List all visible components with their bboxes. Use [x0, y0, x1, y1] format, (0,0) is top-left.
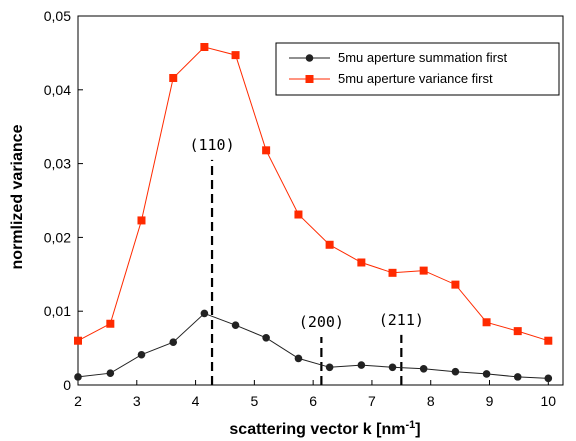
x-tick-label: 7	[368, 393, 376, 409]
x-axis-title-superscript: -1	[405, 419, 415, 431]
x-tick-label: 3	[133, 393, 141, 409]
series-line-summation	[77, 312, 549, 379]
data-point-variance	[513, 327, 522, 336]
annotations: (110) (200) (211)	[189, 136, 424, 385]
data-point-variance	[419, 266, 428, 275]
data-point-summation	[231, 321, 240, 330]
data-point-variance	[388, 268, 397, 277]
annotation-label: (110)	[189, 136, 234, 154]
data-point-variance	[294, 210, 303, 219]
data-point-summation	[419, 364, 428, 373]
data-point-summation	[169, 338, 178, 346]
x-axis-title-main: scattering vector k [nm	[229, 421, 405, 438]
x-tick-label: 6	[309, 393, 317, 409]
data-point-variance	[200, 42, 209, 51]
x-tick-label: 9	[486, 393, 494, 409]
data-point-variance	[231, 51, 240, 60]
data-point-summation	[357, 361, 366, 369]
data-point-summation	[451, 367, 460, 376]
data-point-summation	[482, 370, 491, 378]
legend-marker-summation	[305, 54, 314, 62]
data-point-summation	[74, 373, 82, 381]
legend-box	[275, 42, 560, 96]
x-tick-label: 4	[192, 393, 200, 409]
x-tick-label: 2	[74, 393, 82, 409]
data-point-variance	[106, 319, 115, 328]
data-point-summation	[544, 374, 553, 383]
series-line-variance	[77, 46, 549, 342]
y-tick-label: 0,05	[44, 8, 71, 24]
data-point-summation	[262, 333, 270, 342]
x-tick-label: 5	[250, 393, 258, 409]
x-axis-title: scattering vector k [nm-1]	[229, 419, 420, 438]
data-point-variance	[325, 240, 334, 249]
data-point-summation	[388, 363, 397, 372]
y-tick-label: 0	[63, 377, 71, 393]
series-group	[74, 42, 553, 383]
annotation-label: (200)	[299, 313, 344, 331]
data-point-summation	[294, 354, 303, 363]
x-tick-label: 10	[541, 393, 557, 409]
x-axis-title-end: ]	[415, 421, 420, 438]
legend-marker-variance	[305, 75, 314, 83]
data-point-variance	[169, 73, 178, 82]
y-axis-title: normlized variance	[9, 124, 26, 269]
y-tick-label: 0,03	[44, 156, 71, 172]
y-tick-label: 0,01	[44, 303, 71, 319]
y-tick-label: 0,04	[44, 82, 71, 98]
x-tick-label: 8	[427, 393, 435, 409]
legend-label-summation: 5mu aperture summation first	[338, 50, 507, 65]
legend-label-variance: 5mu aperture variance first	[338, 71, 493, 86]
data-point-variance	[74, 336, 82, 345]
data-point-summation	[137, 350, 146, 359]
data-point-summation	[200, 309, 209, 318]
data-point-variance	[451, 280, 460, 289]
axis-ticks: 2 3 4 5 6 7 8 9 10 0 0,01 0,02 0,03 0,04 0,05	[44, 8, 557, 409]
legend: 5mu aperture summation first 5mu apertur…	[275, 42, 560, 96]
data-point-summation	[513, 373, 522, 381]
annotation-label: (211)	[379, 311, 424, 329]
data-point-variance	[137, 216, 146, 225]
data-point-variance	[357, 258, 366, 267]
data-point-variance	[544, 336, 553, 345]
data-point-variance	[262, 146, 271, 155]
y-tick-label: 0,02	[44, 229, 71, 245]
data-point-summation	[106, 369, 115, 377]
data-point-variance	[482, 318, 491, 327]
data-point-summation	[325, 363, 334, 372]
